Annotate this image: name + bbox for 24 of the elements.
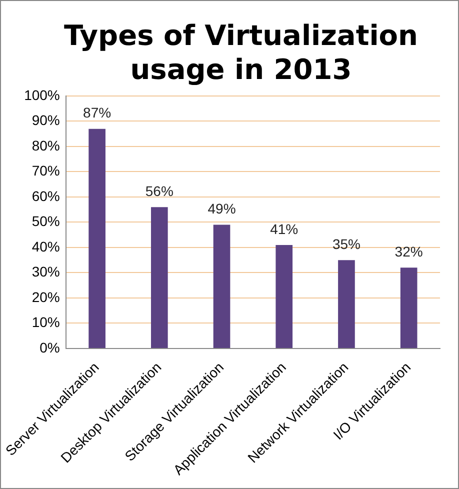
bar (88, 128, 106, 348)
y-tick-label: 90% (32, 112, 60, 128)
y-tick-label: 80% (32, 137, 60, 154)
bar (338, 260, 355, 348)
data-label: 41% (270, 220, 298, 237)
y-tick-label: 60% (32, 188, 60, 204)
bar (400, 268, 418, 348)
y-tick-label: 40% (32, 238, 60, 254)
bar (150, 207, 168, 348)
y-tick-label: 100% (24, 86, 60, 103)
data-label: 35% (332, 236, 360, 252)
data-label: 87% (83, 104, 112, 121)
bar (276, 244, 293, 348)
bar (213, 224, 230, 348)
y-tick-label: 0% (40, 339, 60, 356)
data-label: 56% (145, 182, 174, 199)
chart-title: Types of Virtualization usage in 2013 (63, 19, 419, 87)
y-tick-label: 20% (32, 288, 60, 305)
y-tick-label: 30% (32, 264, 60, 280)
y-tick-label: 70% (32, 162, 60, 179)
data-label: 49% (208, 200, 236, 217)
data-label: 32% (394, 244, 423, 260)
y-tick-label: 50% (32, 213, 60, 230)
y-tick-label: 10% (32, 314, 60, 330)
